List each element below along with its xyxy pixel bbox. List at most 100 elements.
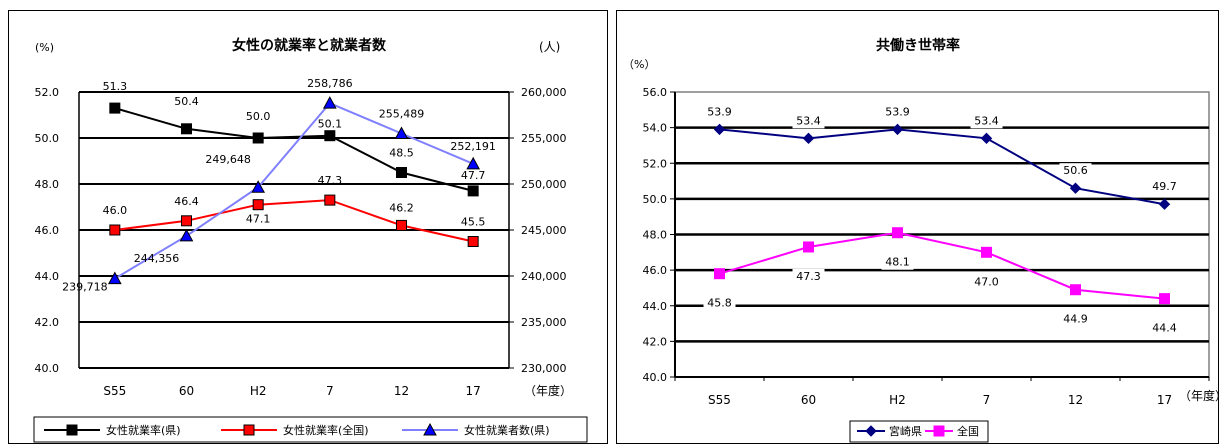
y-tick-label-left: 40.0 [35, 362, 60, 375]
legend-label: 女性就業者数(県) [464, 423, 550, 437]
data-label: 47.0 [974, 275, 999, 288]
data-point [981, 246, 992, 258]
data-label-bg [881, 104, 914, 120]
data-label: 258,786 [307, 77, 353, 90]
x-tick-label: 60 [179, 384, 194, 398]
data-label-bg [970, 113, 1003, 129]
data-label: 47.3 [318, 174, 343, 187]
x-tick-label: 17 [1157, 393, 1172, 407]
chart-title: 女性の就業率と就業者数 [232, 37, 387, 54]
data-label: 44.9 [1063, 313, 1088, 326]
data-label: 239,718 [62, 281, 108, 294]
series-line [114, 101, 474, 280]
y-tick-label: 46.0 [643, 264, 668, 277]
data-point [179, 228, 194, 242]
data-label: 45.5 [461, 216, 486, 229]
data-point [714, 268, 725, 280]
chart-title: 共働き世帯率 [876, 37, 960, 54]
left-chart-svg: 女性の就業率と就業者数 (%) (人) 40.0 42.0 44.0 46.0 48.0 50.… [33, 37, 588, 443]
y-tick-label: 50.0 [643, 193, 668, 206]
x-tick-label: 17 [466, 384, 481, 398]
data-point [109, 224, 121, 236]
data-point [892, 227, 903, 239]
data-label: 255,489 [379, 108, 425, 121]
y-tick-label: 42.0 [643, 335, 668, 348]
right-chart-svg: 共働き世帯率 （%） 40.0 42.0 44.0 46.0 48.0 50.0 52.0 54.… [623, 37, 1220, 443]
legend-marker [66, 424, 78, 436]
data-label-bg [1059, 163, 1092, 179]
legend-label: 女性就業率(県) [106, 423, 181, 437]
y-tick-label-right: 230,000 [521, 362, 567, 375]
data-point [1159, 293, 1170, 305]
x-tick-label: H2 [250, 384, 267, 398]
y-tick-label-right: 245,000 [521, 224, 567, 237]
data-label: 49.7 [1152, 180, 1177, 193]
data-point [396, 167, 407, 178]
legend-label: 全国 [957, 424, 979, 438]
data-point [466, 156, 481, 170]
data-label: 44.4 [1152, 322, 1177, 335]
data-point [1158, 198, 1171, 210]
y-tick-label: 48.0 [643, 229, 668, 242]
data-point [802, 132, 815, 145]
data-label: 249,648 [205, 153, 251, 166]
data-label-bg [881, 254, 914, 270]
x-axis-label: （年度） [1179, 388, 1220, 403]
y-tick-label-left: 52.0 [35, 86, 60, 99]
y-axis-unit: （%） [623, 58, 655, 71]
data-label: 53.4 [974, 114, 999, 127]
y-tick-label-right: 255,000 [521, 132, 567, 145]
data-label-bg [703, 295, 736, 311]
legend-box [849, 420, 989, 443]
data-point [324, 194, 336, 206]
data-point [1069, 182, 1082, 194]
data-label: 45.8 [707, 297, 732, 310]
data-point [181, 123, 192, 135]
data-point [803, 241, 814, 253]
data-label-bg [792, 268, 825, 284]
data-point [322, 96, 337, 109]
data-point [891, 123, 904, 136]
data-point [181, 215, 192, 227]
data-label: 244,356 [134, 252, 180, 265]
data-point [107, 271, 122, 285]
x-tick-label: S55 [103, 384, 126, 398]
legend-marker [865, 425, 877, 437]
data-point [980, 132, 993, 145]
x-tick-label: H2 [889, 393, 906, 407]
y-axis-left-unit: (%) [35, 41, 54, 54]
data-label-bg [1059, 311, 1092, 327]
data-label: 47.1 [246, 213, 271, 226]
x-tick-label: 12 [394, 384, 409, 398]
data-label: 51.3 [103, 80, 128, 93]
data-point [251, 180, 266, 193]
right-chart-panel: 共働き世帯率 （%） 40.0 42.0 44.0 46.0 48.0 50.0 52.0 54.… [616, 10, 1220, 444]
y-tick-label-left: 46.0 [35, 224, 60, 237]
data-point [1070, 284, 1081, 296]
y-tick-label: 52.0 [643, 157, 668, 170]
y-tick-label-left: 48.0 [35, 178, 60, 191]
data-label: 48.1 [885, 256, 910, 269]
series-line [114, 199, 474, 243]
legend-box [33, 416, 588, 443]
x-tick-label: 7 [983, 393, 991, 407]
legend-marker [423, 422, 437, 436]
data-point [467, 185, 479, 197]
data-label: 47.3 [796, 270, 821, 283]
y-tick-label-right: 250,000 [521, 178, 567, 191]
y-tick-label-right: 235,000 [521, 316, 567, 329]
y-tick-label-left: 42.0 [35, 316, 60, 329]
y-tick-label: 44.0 [643, 300, 668, 313]
series-line [719, 231, 1165, 300]
data-label-bg [1148, 320, 1181, 336]
data-label-bg [970, 274, 1003, 290]
x-axis-label: （年度） [524, 383, 572, 398]
data-point [713, 123, 726, 136]
data-label: 46.4 [174, 195, 199, 208]
data-label: 53.9 [885, 105, 910, 118]
data-point [467, 236, 479, 247]
data-label: 48.5 [389, 147, 414, 160]
legend-label: 女性就業率(全国) [283, 423, 369, 437]
legend-marker [243, 424, 255, 436]
y-axis-right-unit: (人) [539, 40, 560, 54]
